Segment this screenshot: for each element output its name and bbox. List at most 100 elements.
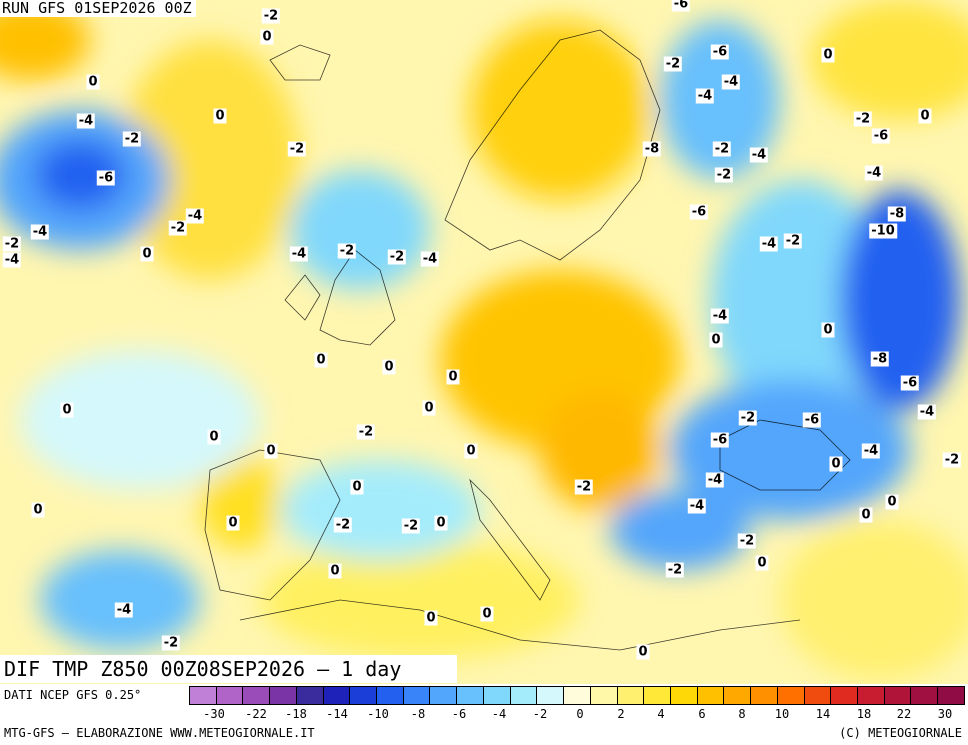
isoline-label: 0 [31, 502, 45, 518]
isoline-label: -6 [900, 375, 920, 391]
isoline-label: -4 [695, 88, 715, 104]
colorbar-tick-label: -22 [245, 707, 267, 721]
colorbar-cell [644, 687, 671, 704]
warm-area-northwest-atlantic [0, 0, 90, 80]
colorbar-cell [697, 687, 725, 704]
coastline-north-africa [239, 599, 801, 651]
colorbar-cell [296, 687, 324, 704]
isoline-label: -2 [337, 243, 357, 259]
cold-area-biscay [20, 350, 260, 490]
isoline-label: 0 [424, 610, 438, 626]
cold-area-black-sea [670, 380, 910, 520]
colorbar-tick-label: -18 [285, 707, 307, 721]
temperature-anomaly-map [0, 0, 968, 684]
colorbar-cell [377, 687, 404, 704]
isoline-label: -8 [870, 351, 890, 367]
run-label: RUN GFS 01SEP2026 00Z [0, 0, 196, 17]
isoline-label: -6 [671, 0, 691, 12]
colorbar-tick-label: 22 [896, 707, 912, 721]
isoline-label: 0 [821, 322, 835, 338]
cold-area-aegean [610, 490, 750, 570]
isoline-label: 0 [464, 443, 478, 459]
isoline-label: 0 [636, 644, 650, 660]
isoline-label: 0 [86, 74, 100, 90]
isoline-label: 0 [422, 400, 436, 416]
isoline-label: 0 [859, 507, 873, 523]
isoline-label: -4 [76, 113, 96, 129]
isoline-label: -4 [861, 443, 881, 459]
colorbar-tick-label: 4 [657, 707, 665, 721]
cold-area-atlantic-core [35, 140, 125, 210]
colorbar-tick-label: -30 [203, 707, 225, 721]
isoline-label: -2 [161, 635, 181, 651]
isoline-label: -2 [287, 141, 307, 157]
isoline-label: -4 [864, 165, 884, 181]
colorbar-cell [670, 687, 698, 704]
coastline-ireland [284, 274, 321, 321]
isoline-label: -4 [185, 208, 205, 224]
warm-area-balkans [540, 390, 660, 510]
warm-area-northeast [810, 0, 968, 120]
colorbar [189, 686, 965, 705]
isoline-label: -4 [721, 74, 741, 90]
colorbar-cell [564, 687, 591, 704]
isoline-label: 0 [60, 402, 74, 418]
isoline-label: 0 [434, 515, 448, 531]
warm-area-middle-east [780, 520, 968, 680]
isoline-label: -2 [853, 111, 873, 127]
colorbar-cell [911, 687, 939, 704]
isoline-label: 0 [480, 606, 494, 622]
isoline-label: -2 [738, 410, 758, 426]
colorbar-tick-label: 30 [937, 707, 953, 721]
isoline-label: -2 [737, 533, 757, 549]
warm-area-north-atlantic [120, 40, 300, 280]
cold-area-north-sea [290, 170, 430, 290]
isoline-label: -2 [401, 518, 421, 534]
isoline-label: 0 [207, 429, 221, 445]
isoline-label: 0 [350, 479, 364, 495]
colorbar-tick-label: 6 [698, 707, 706, 721]
isoline-label: 0 [829, 456, 843, 472]
isoline-label: -6 [689, 204, 709, 220]
isoline-label: -4 [749, 147, 769, 163]
isoline-label: -6 [710, 44, 730, 60]
isoline-label: -2 [574, 479, 594, 495]
isoline-label: 0 [264, 443, 278, 459]
isoline-label: -2 [261, 8, 281, 24]
colorbar-cell [243, 687, 271, 704]
colorbar-cell [537, 687, 565, 704]
isoline-label: -6 [710, 432, 730, 448]
cold-area-atlantic-south [40, 550, 200, 650]
isoline-label: -6 [96, 170, 116, 186]
isoline-label: 0 [821, 47, 835, 63]
cold-area-west-med [280, 460, 480, 560]
isoline-label: 0 [885, 494, 899, 510]
cold-area-white-sea [660, 20, 780, 180]
isoline-label: 0 [226, 515, 240, 531]
colorbar-cell [323, 687, 351, 704]
colorbar-cell [430, 687, 458, 704]
isoline-label: 0 [140, 246, 154, 262]
isoline-label: -2 [387, 249, 407, 265]
colorbar-cell [751, 687, 778, 704]
colorbar-cell [350, 687, 378, 704]
colorbar-tick-label: -10 [367, 707, 389, 721]
coastline-british-isles [319, 249, 396, 346]
colorbar-tick-label: 8 [738, 707, 746, 721]
isoline-label: -2 [942, 452, 962, 468]
colorbar-tick-label: 14 [815, 707, 831, 721]
credit-right: (C) METEOGIORNALE [839, 726, 962, 740]
isoline-label: -4 [917, 404, 937, 420]
isoline-label: -4 [289, 246, 309, 262]
isoline-label: -2 [168, 220, 188, 236]
isoline-label: -4 [30, 224, 50, 240]
colorbar-tick-label: 10 [774, 707, 790, 721]
warm-area-iberia [200, 450, 280, 550]
colorbar-cell [216, 687, 244, 704]
isoline-label: -2 [712, 141, 732, 157]
coastline-italy [469, 478, 551, 601]
colorbar-cell [857, 687, 885, 704]
colorbar-tick-label: -4 [491, 707, 507, 721]
cold-area-russia-core [840, 190, 960, 410]
